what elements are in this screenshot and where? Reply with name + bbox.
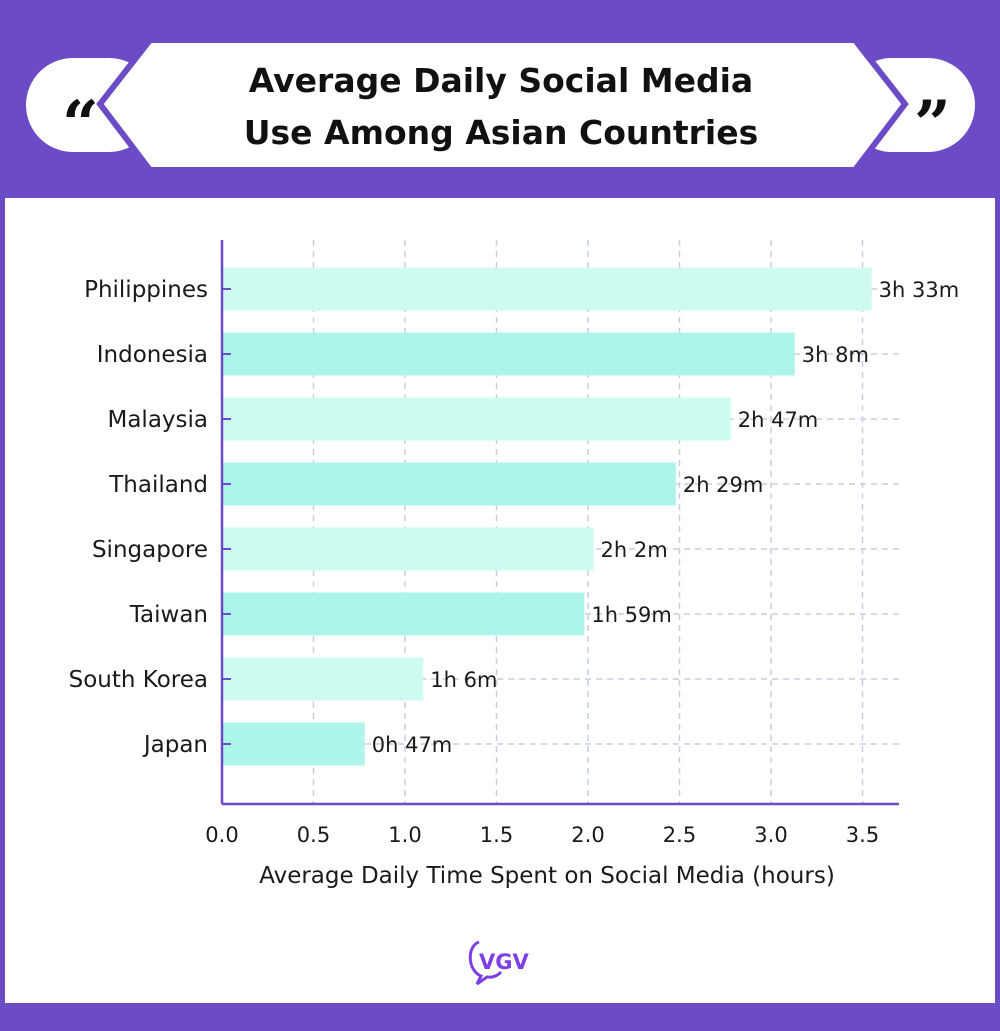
- x-tick-label: 0.5: [297, 823, 330, 847]
- value-label: 3h 8m: [802, 343, 869, 367]
- x-tick-label: 2.0: [571, 823, 604, 847]
- bar-singapore: [222, 527, 594, 571]
- value-label: 1h 59m: [591, 603, 672, 627]
- category-label: Singapore: [92, 537, 208, 563]
- vgv-logo-icon: VGV: [468, 940, 529, 986]
- logo-bubble: [468, 940, 503, 986]
- x-axis-title: Average Daily Time Spent on Social Media…: [259, 863, 835, 889]
- x-tick-label: 0.0: [205, 823, 238, 847]
- category-label: South Korea: [69, 667, 208, 693]
- x-tick-label: 1.5: [480, 823, 513, 847]
- value-label: 2h 2m: [600, 538, 667, 562]
- value-label: 3h 33m: [879, 278, 960, 302]
- axes: [220, 240, 899, 806]
- x-tick-label: 3.5: [846, 823, 879, 847]
- bar-taiwan: [222, 592, 585, 636]
- category-label: Philippines: [84, 277, 208, 303]
- title-plate: [96, 37, 909, 173]
- logo-text: VGV: [479, 950, 529, 974]
- chart-title-line1: Average Daily Social Media: [249, 61, 753, 100]
- value-label: 2h 47m: [738, 408, 819, 432]
- chart-title-line2: Use Among Asian Countries: [244, 113, 759, 152]
- bars: [222, 267, 872, 766]
- category-label: Taiwan: [129, 602, 208, 628]
- grid-lines: [222, 240, 899, 804]
- bar-japan: [222, 722, 365, 766]
- value-label: 0h 47m: [372, 733, 453, 757]
- value-label: 2h 29m: [683, 473, 764, 497]
- category-label: Malaysia: [107, 407, 208, 433]
- labels: 0.0 0.5 1.0 1.5 2.0 2.5 3.0 3.5 Philippines 3h 33…: [69, 277, 960, 847]
- title-banner: “ ” Average Daily Social Media Use Among…: [26, 37, 975, 173]
- category-label: Thailand: [108, 472, 208, 498]
- bar-indonesia: [222, 332, 795, 376]
- bar-malaysia: [222, 397, 731, 441]
- bar-south-korea: [222, 657, 424, 701]
- category-label: Japan: [142, 732, 208, 758]
- category-label: Indonesia: [97, 342, 208, 368]
- close-quote-icon: ”: [914, 87, 951, 162]
- value-label: 1h 6m: [430, 668, 497, 692]
- x-tick-label: 3.0: [754, 823, 787, 847]
- x-tick-label: 1.0: [388, 823, 421, 847]
- bar-thailand: [222, 462, 676, 506]
- bar-philippines: [222, 267, 872, 311]
- open-quote-icon: “: [62, 87, 99, 162]
- x-tick-label: 2.5: [663, 823, 696, 847]
